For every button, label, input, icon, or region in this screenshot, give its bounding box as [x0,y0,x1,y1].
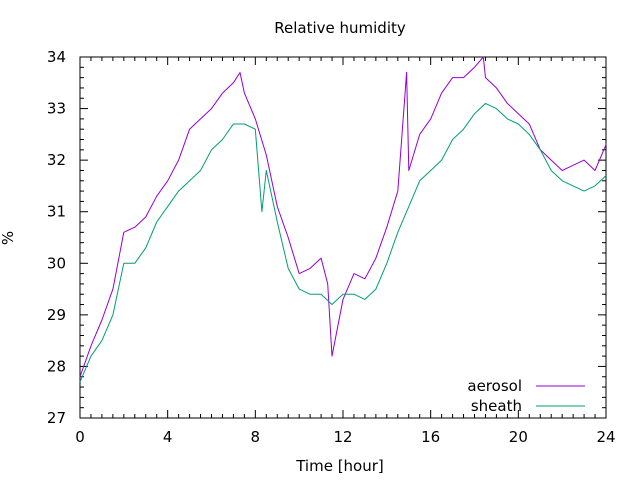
legend-label-aerosol: aerosol [467,377,522,395]
axis-ticks: 0 4 8 12 16 20 24 27 28 29 30 31 32 33 34 [47,48,616,446]
y-tick-label: 30 [47,254,66,272]
x-tick-label: 12 [333,428,352,446]
series-lines [79,56,607,383]
x-tick-label: 0 [75,428,85,446]
x-axis-label: Time [hour] [295,457,384,475]
x-tick-label: 24 [596,428,615,446]
y-tick-label: 34 [47,48,66,66]
y-tick-label: 32 [47,151,66,169]
plot-frame [79,56,607,419]
y-tick-label: 28 [47,357,66,375]
y-tick-label: 29 [47,306,66,324]
x-tick-label: 8 [251,428,261,446]
y-tick-label: 31 [47,203,66,221]
chart-title: Relative humidity [274,19,406,37]
y-tick-label: 33 [47,100,66,118]
series-sheath-line [79,102,607,383]
legend-label-sheath: sheath [471,397,522,415]
y-tick-label: 27 [47,409,66,427]
legend: aerosol sheath [467,377,585,415]
x-tick-label: 4 [163,428,173,446]
x-tick-label: 20 [509,428,528,446]
series-aerosol-line [79,56,607,377]
y-axis-label: % [0,231,17,245]
x-tick-label: 16 [421,428,440,446]
